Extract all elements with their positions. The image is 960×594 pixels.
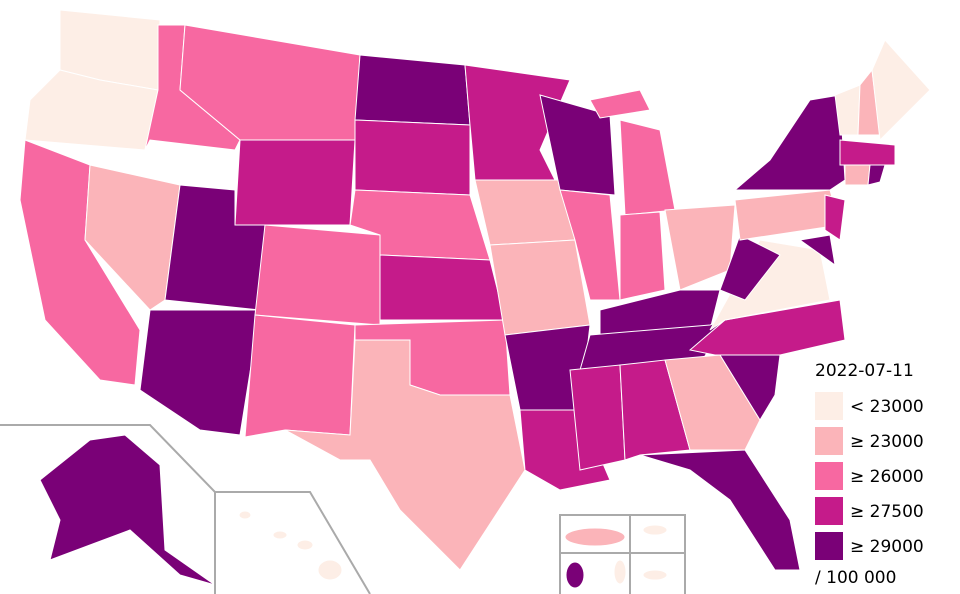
state <box>284 339 526 571</box>
state <box>613 559 627 585</box>
state <box>589 89 651 119</box>
legend-note: / 100 000 <box>815 568 896 588</box>
legend-swatch <box>815 532 843 560</box>
state <box>619 119 676 216</box>
state <box>244 314 356 438</box>
state <box>272 530 288 540</box>
state <box>254 224 381 326</box>
inset-frame <box>0 424 216 594</box>
state <box>39 434 216 586</box>
state <box>354 54 471 126</box>
state <box>539 94 616 196</box>
legend-swatch <box>815 427 843 455</box>
state <box>798 234 836 267</box>
state <box>84 164 181 311</box>
state <box>619 359 691 461</box>
inset-frame <box>559 514 686 594</box>
legend-title: 2022-07-11 <box>815 361 914 381</box>
state <box>719 234 781 301</box>
state <box>839 139 896 166</box>
legend-label: < 23000 <box>850 397 924 417</box>
state <box>234 139 356 226</box>
state <box>639 449 801 571</box>
legend-swatch <box>815 497 843 525</box>
legend: < 23000 ≥ 23000 ≥ 26000 ≥ 27500 ≥ 29000 <box>815 392 924 560</box>
state <box>296 539 314 551</box>
state <box>664 354 761 451</box>
legend-swatch <box>815 462 843 490</box>
legend-label: ≥ 27500 <box>850 502 924 522</box>
state <box>317 559 343 581</box>
state <box>238 510 252 520</box>
inset-frame <box>215 491 371 594</box>
state <box>871 39 931 142</box>
state <box>734 189 841 241</box>
state <box>834 84 861 136</box>
state <box>489 239 591 336</box>
legend-label: ≥ 26000 <box>850 467 924 487</box>
legend-label: ≥ 29000 <box>850 537 924 557</box>
state <box>642 524 668 536</box>
state <box>844 164 871 186</box>
states <box>19 9 931 589</box>
legend-label: ≥ 23000 <box>850 432 924 452</box>
state <box>733 94 846 191</box>
state <box>139 309 261 436</box>
legend-swatch <box>815 392 843 420</box>
state <box>565 561 585 589</box>
state <box>354 119 471 196</box>
state <box>619 211 666 301</box>
state <box>379 254 506 321</box>
state <box>824 194 846 241</box>
state <box>559 189 621 301</box>
state <box>564 527 626 547</box>
state <box>569 364 626 471</box>
state <box>599 289 721 336</box>
state <box>642 569 668 581</box>
state <box>867 164 886 186</box>
